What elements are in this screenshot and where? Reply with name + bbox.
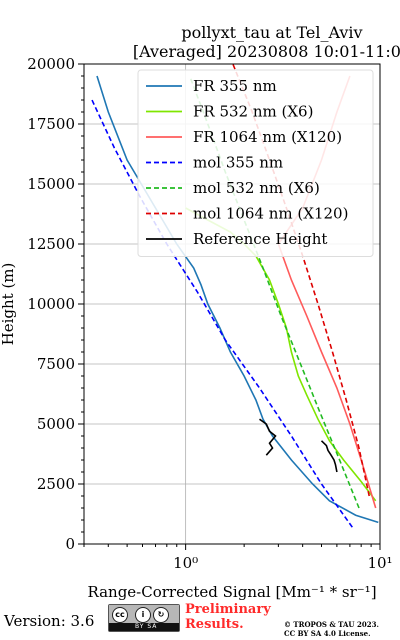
- cc-badge-label: BY SA: [135, 623, 158, 630]
- chart-subtitle: [Averaged] 20230808 10:01-11:00: [133, 42, 400, 61]
- cc-license-badge: cc i ↻ BY SA: [108, 604, 180, 632]
- labels-layer: 10⁰ 10¹ 0 2500 5000 7500 10000 12500 15000 17500 2…: [0, 23, 400, 600]
- legend-label: mol 1064 nm (X120): [193, 205, 348, 223]
- by-icon: i: [135, 607, 151, 623]
- y-tick-label: 7500: [37, 355, 75, 373]
- y-tick-label: 2500: [37, 475, 75, 493]
- legend-label: FR 532 nm (X6): [193, 103, 313, 121]
- y-axis-label: Height (m): [0, 263, 17, 346]
- y-tick-label: 10000: [27, 295, 75, 313]
- legend-label: FR 355 nm: [193, 77, 277, 95]
- legend-label: mol 532 nm (X6): [193, 179, 320, 197]
- copyright-notice: © TROPOS & TAU 2023. CC BY SA 4.0 Licens…: [284, 620, 379, 638]
- cc-badge-bottom: BY SA: [109, 623, 179, 631]
- preliminary-line1: Preliminary: [185, 602, 271, 617]
- x-tick-label: 10⁰: [173, 554, 198, 572]
- axes-layer: [78, 63, 381, 550]
- copyright-line1: © TROPOS & TAU 2023.: [284, 620, 379, 629]
- chart: FR 355 nm FR 532 nm (X6) FR 1064 nm (X120)…: [0, 23, 400, 600]
- footer: Version: 3.6 cc i ↻ BY SA Preliminary Re…: [0, 600, 400, 640]
- series-line: [91, 99, 353, 528]
- legend-box: [137, 69, 374, 257]
- y-tick-label: 0: [65, 535, 75, 553]
- x-axis-label: Range-Corrected Signal [Mm⁻¹ * sr⁻¹]: [87, 583, 376, 600]
- y-tick-label: 20000: [27, 55, 75, 73]
- sa-icon: ↻: [153, 607, 169, 623]
- legend-label: FR 1064 nm (X120): [193, 128, 342, 146]
- cc-badge-top: cc i ↻: [109, 605, 179, 623]
- legend: FR 355 nm FR 532 nm (X6) FR 1064 nm (X120)…: [137, 69, 374, 257]
- series-line: [320, 440, 338, 473]
- y-tick-label: 5000: [37, 415, 75, 433]
- y-tick-label: 17500: [27, 115, 75, 133]
- cc-icon: cc: [112, 607, 128, 623]
- legend-label: Reference Height: [193, 230, 327, 248]
- x-tick-label: 10¹: [367, 554, 392, 572]
- legend-label: mol 355 nm: [193, 154, 283, 172]
- preliminary-notice: Preliminary Results.: [185, 602, 271, 632]
- y-tick-label: 12500: [27, 235, 75, 253]
- preliminary-line2: Results.: [185, 617, 244, 632]
- y-tick-label: 15000: [27, 175, 75, 193]
- copyright-line2: CC BY SA 4.0 License.: [284, 629, 371, 638]
- chart-title: pollyxt_tau at Tel_Aviv: [181, 23, 362, 42]
- version-label: Version: 3.6: [4, 612, 95, 630]
- series-line: [259, 418, 277, 456]
